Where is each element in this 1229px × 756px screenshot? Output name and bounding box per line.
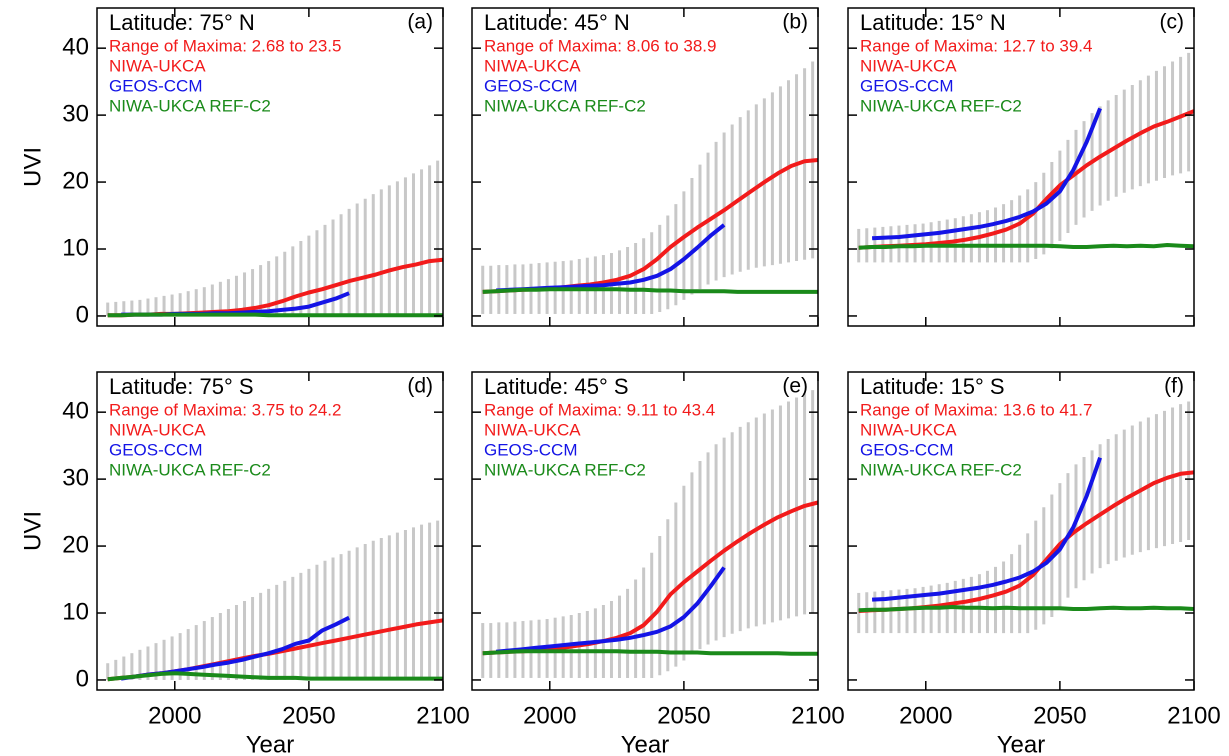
x-tick-label: 2050	[1033, 702, 1086, 729]
legend-entry: GEOS-CCM	[484, 76, 578, 95]
y-tick-label: 20	[62, 167, 89, 194]
y-tick-label: 10	[62, 234, 89, 261]
y-tick-label: 0	[76, 665, 89, 692]
panel: 2000 2050 2100 0 10 20 30 40 Year UVI Latitude: 75…	[19, 371, 470, 756]
legend-entry: NIWA-UKCA REF-C2	[109, 96, 271, 115]
annotation: Range of Maxima: 12.7 to 39.4	[860, 36, 1092, 55]
plot-area	[481, 61, 818, 314]
series-line	[858, 243, 1194, 250]
y-tick-label: 0	[76, 301, 89, 328]
x-tick-label: 2100	[1167, 702, 1220, 729]
plot-area	[106, 160, 443, 318]
y-tick-label: 40	[62, 398, 89, 425]
x-axis-title: Year	[621, 731, 670, 756]
panel-label: (b)	[782, 11, 808, 34]
y-tick-label: 40	[62, 34, 89, 61]
legend-entry: NIWA-UKCA	[484, 420, 581, 439]
y-tick-label: 10	[62, 598, 89, 625]
y-tick-label: 30	[62, 100, 89, 127]
legend-entry: GEOS-CCM	[109, 76, 203, 95]
plot-area	[857, 401, 1194, 634]
legend-entry: NIWA-UKCA REF-C2	[109, 460, 271, 479]
plot-area	[857, 52, 1194, 263]
legend-entry: NIWA-UKCA REF-C2	[484, 460, 646, 479]
series-line	[872, 457, 1102, 602]
plot-frame	[96, 371, 444, 691]
x-tick-label: 2100	[791, 702, 844, 729]
y-axis-title: UVI	[19, 511, 46, 551]
series-line	[495, 566, 726, 654]
panel-label: (e)	[782, 375, 808, 398]
panel-label: (d)	[407, 375, 433, 398]
x-tick-label: 2000	[899, 702, 952, 729]
legend-entry: NIWA-UKCA	[860, 56, 957, 75]
x-axis-title: Year	[246, 731, 295, 756]
y-tick-label: 20	[62, 531, 89, 558]
legend-entry: GEOS-CCM	[484, 440, 578, 459]
legend-entry: NIWA-UKCA REF-C2	[484, 96, 646, 115]
legend-entry: NIWA-UKCA	[109, 420, 206, 439]
plot-frame	[847, 7, 1195, 327]
legend-entry: NIWA-UKCA	[484, 56, 581, 75]
series-line	[482, 287, 818, 294]
legend-entry: GEOS-CCM	[860, 440, 954, 459]
plot-area	[106, 520, 443, 682]
legend-entry: NIWA-UKCA REF-C2	[860, 460, 1022, 479]
panel-title: Latitude: 15° S	[860, 374, 1005, 399]
plot-area	[481, 390, 818, 678]
plot-frame	[471, 7, 819, 327]
panel: Latitude: 45° N (b) Range of Maxima: 8.06 …	[471, 7, 819, 327]
y-axis-title: UVI	[19, 147, 46, 187]
panel-label: (a)	[407, 11, 433, 34]
legend-entry: NIWA-UKCA REF-C2	[860, 96, 1022, 115]
x-tick-label: 2000	[148, 702, 201, 729]
x-tick-label: 2100	[416, 702, 469, 729]
y-tick-label: 30	[62, 464, 89, 491]
panel-title: Latitude: 45° N	[484, 10, 630, 35]
series-line	[871, 107, 1102, 241]
x-tick-label: 2050	[282, 702, 335, 729]
panel-title: Latitude: 15° N	[860, 10, 1006, 35]
panel-title: Latitude: 45° S	[484, 374, 629, 399]
x-tick-label: 2000	[523, 702, 576, 729]
plot-frame	[96, 7, 444, 327]
x-axis-title: Year	[997, 731, 1046, 756]
series-line	[107, 312, 443, 318]
series-line	[858, 605, 1194, 613]
plot-frame	[471, 371, 819, 691]
annotation: Range of Maxima: 8.06 to 38.9	[484, 36, 716, 55]
annotation: Range of Maxima: 9.11 to 43.4	[484, 400, 715, 419]
annotation: Range of Maxima: 13.6 to 41.7	[860, 400, 1092, 419]
panel-title: Latitude: 75° S	[109, 374, 254, 399]
annotation: Range of Maxima: 3.75 to 24.2	[109, 400, 341, 419]
panel: 2000 2050 2100 Year Latitude: 15° S (f) Range …	[847, 371, 1221, 756]
legend-entry: NIWA-UKCA	[109, 56, 206, 75]
panel-label: (f)	[1164, 375, 1184, 398]
legend-entry: GEOS-CCM	[860, 76, 954, 95]
panel-label: (c)	[1160, 11, 1185, 34]
plot-frame	[847, 371, 1195, 691]
x-tick-label: 2050	[657, 702, 710, 729]
series-line	[107, 671, 443, 682]
panel: 0 10 20 30 40 UVI Latitude: 75° N (a) Range of M…	[19, 7, 444, 328]
panel: Latitude: 15° N (c) Range of Maxima: 12.7 …	[847, 7, 1195, 327]
legend-entry: NIWA-UKCA	[860, 420, 957, 439]
panel: 2000 2050 2100 Year Latitude: 45° S (e) Range …	[471, 371, 845, 756]
annotation: Range of Maxima: 2.68 to 23.5	[109, 36, 341, 55]
series-line	[482, 649, 818, 656]
panel-title: Latitude: 75° N	[109, 10, 255, 35]
legend-entry: GEOS-CCM	[109, 440, 203, 459]
